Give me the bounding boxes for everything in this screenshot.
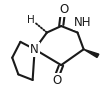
Text: NH: NH [74, 16, 91, 29]
Text: H: H [27, 15, 34, 25]
Text: O: O [53, 74, 62, 87]
Polygon shape [84, 49, 99, 57]
Text: O: O [60, 3, 69, 16]
Text: N: N [30, 43, 39, 56]
